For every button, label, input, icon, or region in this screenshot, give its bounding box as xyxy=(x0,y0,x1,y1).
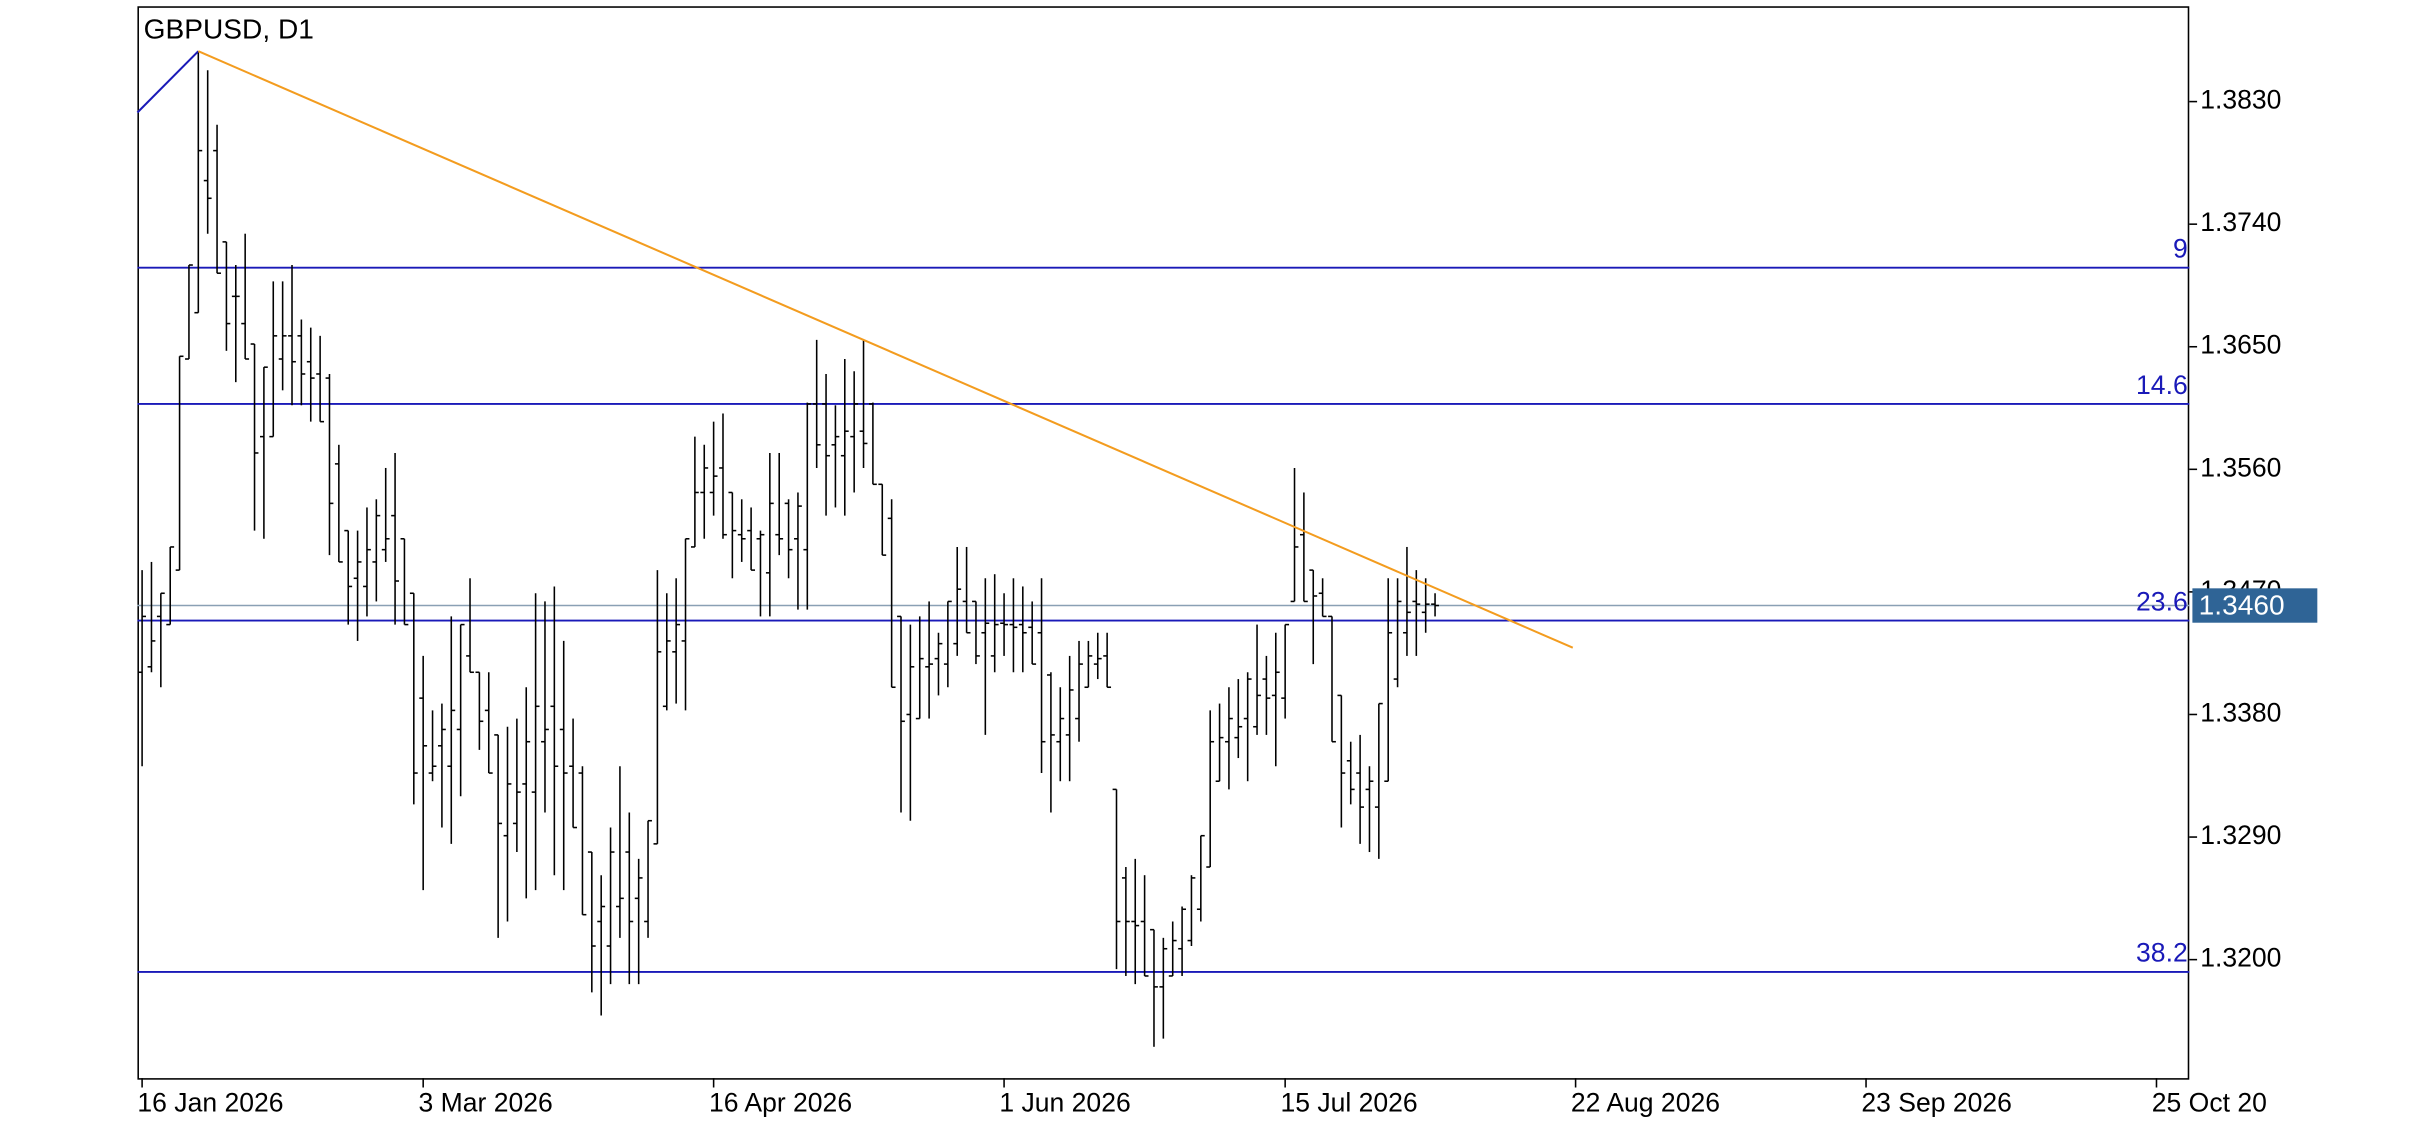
x-tick-label: 1 Jun 2026 xyxy=(999,1088,1130,1118)
level-label: 23.6 xyxy=(2136,586,2188,616)
plot-frame xyxy=(137,6,2190,1080)
y-tick-label: 1.3740 xyxy=(2200,207,2281,237)
trendline xyxy=(136,50,200,114)
trendline xyxy=(197,50,1574,649)
y-tick-label: 1.3290 xyxy=(2200,820,2281,850)
y-tick-label: 1.3560 xyxy=(2200,452,2281,482)
y-tick-label: 1.3650 xyxy=(2200,330,2281,360)
y-tick-label: 1.3830 xyxy=(2200,85,2281,115)
y-tick-label: 1.3200 xyxy=(2200,943,2281,973)
chart-title: GBPUSD, D1 xyxy=(144,14,314,45)
x-tick-label: 16 Jan 2026 xyxy=(137,1088,283,1118)
x-tick-label: 16 Apr 2026 xyxy=(709,1088,852,1118)
y-tick-label: 1.3380 xyxy=(2200,697,2281,727)
x-tick-label: 15 Jul 2026 xyxy=(1280,1088,1417,1118)
level-label: 9 xyxy=(2173,234,2188,264)
level-label: 38.2 xyxy=(2136,938,2188,968)
x-tick-label: 25 Oct 20 xyxy=(2152,1088,2267,1118)
last-price-box xyxy=(2192,588,2318,623)
x-tick-label: 22 Aug 2026 xyxy=(1571,1088,1720,1118)
x-tick-label: 3 Mar 2026 xyxy=(418,1088,552,1118)
level-label: 14.6 xyxy=(2136,370,2188,400)
x-tick-label: 23 Sep 2026 xyxy=(1861,1088,2012,1118)
last-price-label: 1.3460 xyxy=(2199,589,2285,620)
